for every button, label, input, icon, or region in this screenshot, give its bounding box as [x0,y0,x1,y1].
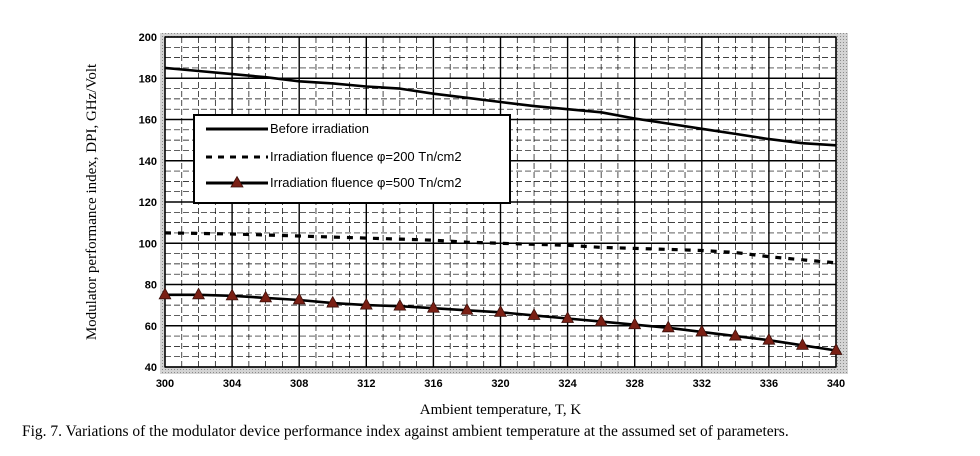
y-tick-label: 120 [139,197,157,209]
y-tick-label: 100 [139,238,157,250]
data-point-triangle-marker [426,300,440,313]
data-point-triangle-marker [225,288,239,301]
data-point-triangle-marker [292,292,306,305]
x-axis-tick-labels: 300 304 308 312 316 320 324 328 332 336 340 [156,378,845,390]
series-line-irradiation-fluence-200-tn-cm2 [164,231,837,265]
y-axis-title: Modulator performance index, DPI, GHz/Vo… [84,63,100,340]
data-point-triangle-marker [762,332,776,345]
y-tick-label: 80 [145,280,157,292]
data-point-triangle-marker [259,290,273,303]
data-point-triangle-marker [594,314,608,327]
x-tick-label: 320 [491,378,509,390]
legend-label-before-irradiation: Before irradiation [270,121,369,136]
data-point-triangle-marker [158,287,172,300]
data-point-triangle-marker [829,343,843,355]
data-point-triangle-marker [326,295,340,308]
data-point-triangle-marker [728,328,742,341]
data-point-triangle-marker [192,287,206,300]
data-point-triangle-marker [695,324,709,337]
data-series [158,66,843,355]
plot-border [164,36,837,368]
y-tick-label: 180 [139,73,157,85]
y-tick-label: 40 [145,362,157,374]
x-tick-label: 308 [290,378,308,390]
y-tick-label: 160 [139,115,157,127]
legend-label-fluence-500: Irradiation fluence φ=500 Tn/cm2 [270,175,462,190]
data-point-triangle-marker [460,302,474,315]
x-tick-label: 332 [693,378,711,390]
line-chart: 40 60 80 100 120 140 160 180 200 300 304 308 312 316… [84,32,848,418]
figure-caption: Fig. 7. Variations of the modulator devi… [22,423,789,440]
y-axis-tick-labels: 40 60 80 100 120 140 160 180 200 [139,32,157,374]
x-tick-label: 336 [760,378,778,390]
data-point-triangle-marker [561,311,575,323]
data-point-triangle-marker [661,320,675,333]
x-tick-label: 300 [156,378,174,390]
x-tick-label: 316 [424,378,442,390]
y-tick-label: 60 [145,321,157,333]
data-point-triangle-marker [359,297,373,310]
x-tick-label: 340 [827,378,845,390]
x-axis-title: Ambient temperature, T, K [420,402,582,418]
y-tick-label: 140 [139,156,157,168]
data-point-triangle-marker [393,298,407,311]
data-point-triangle-marker [795,338,809,350]
data-point-triangle-marker [527,308,541,320]
x-tick-label: 312 [357,378,375,390]
legend-swatch-fluence-500-marker [230,175,244,188]
y-tick-label: 200 [139,32,157,44]
legend: Before irradiation Irradiation fluence φ… [193,114,511,204]
x-tick-label: 328 [626,378,644,390]
legend-label-fluence-200: Irradiation fluence φ=200 Tn/cm2 [270,149,462,164]
data-point-triangle-marker [628,317,642,330]
series-line-before-irradiation [164,66,837,147]
x-tick-label: 324 [558,378,577,390]
x-tick-label: 304 [223,378,242,390]
data-point-triangle-marker [494,305,507,317]
